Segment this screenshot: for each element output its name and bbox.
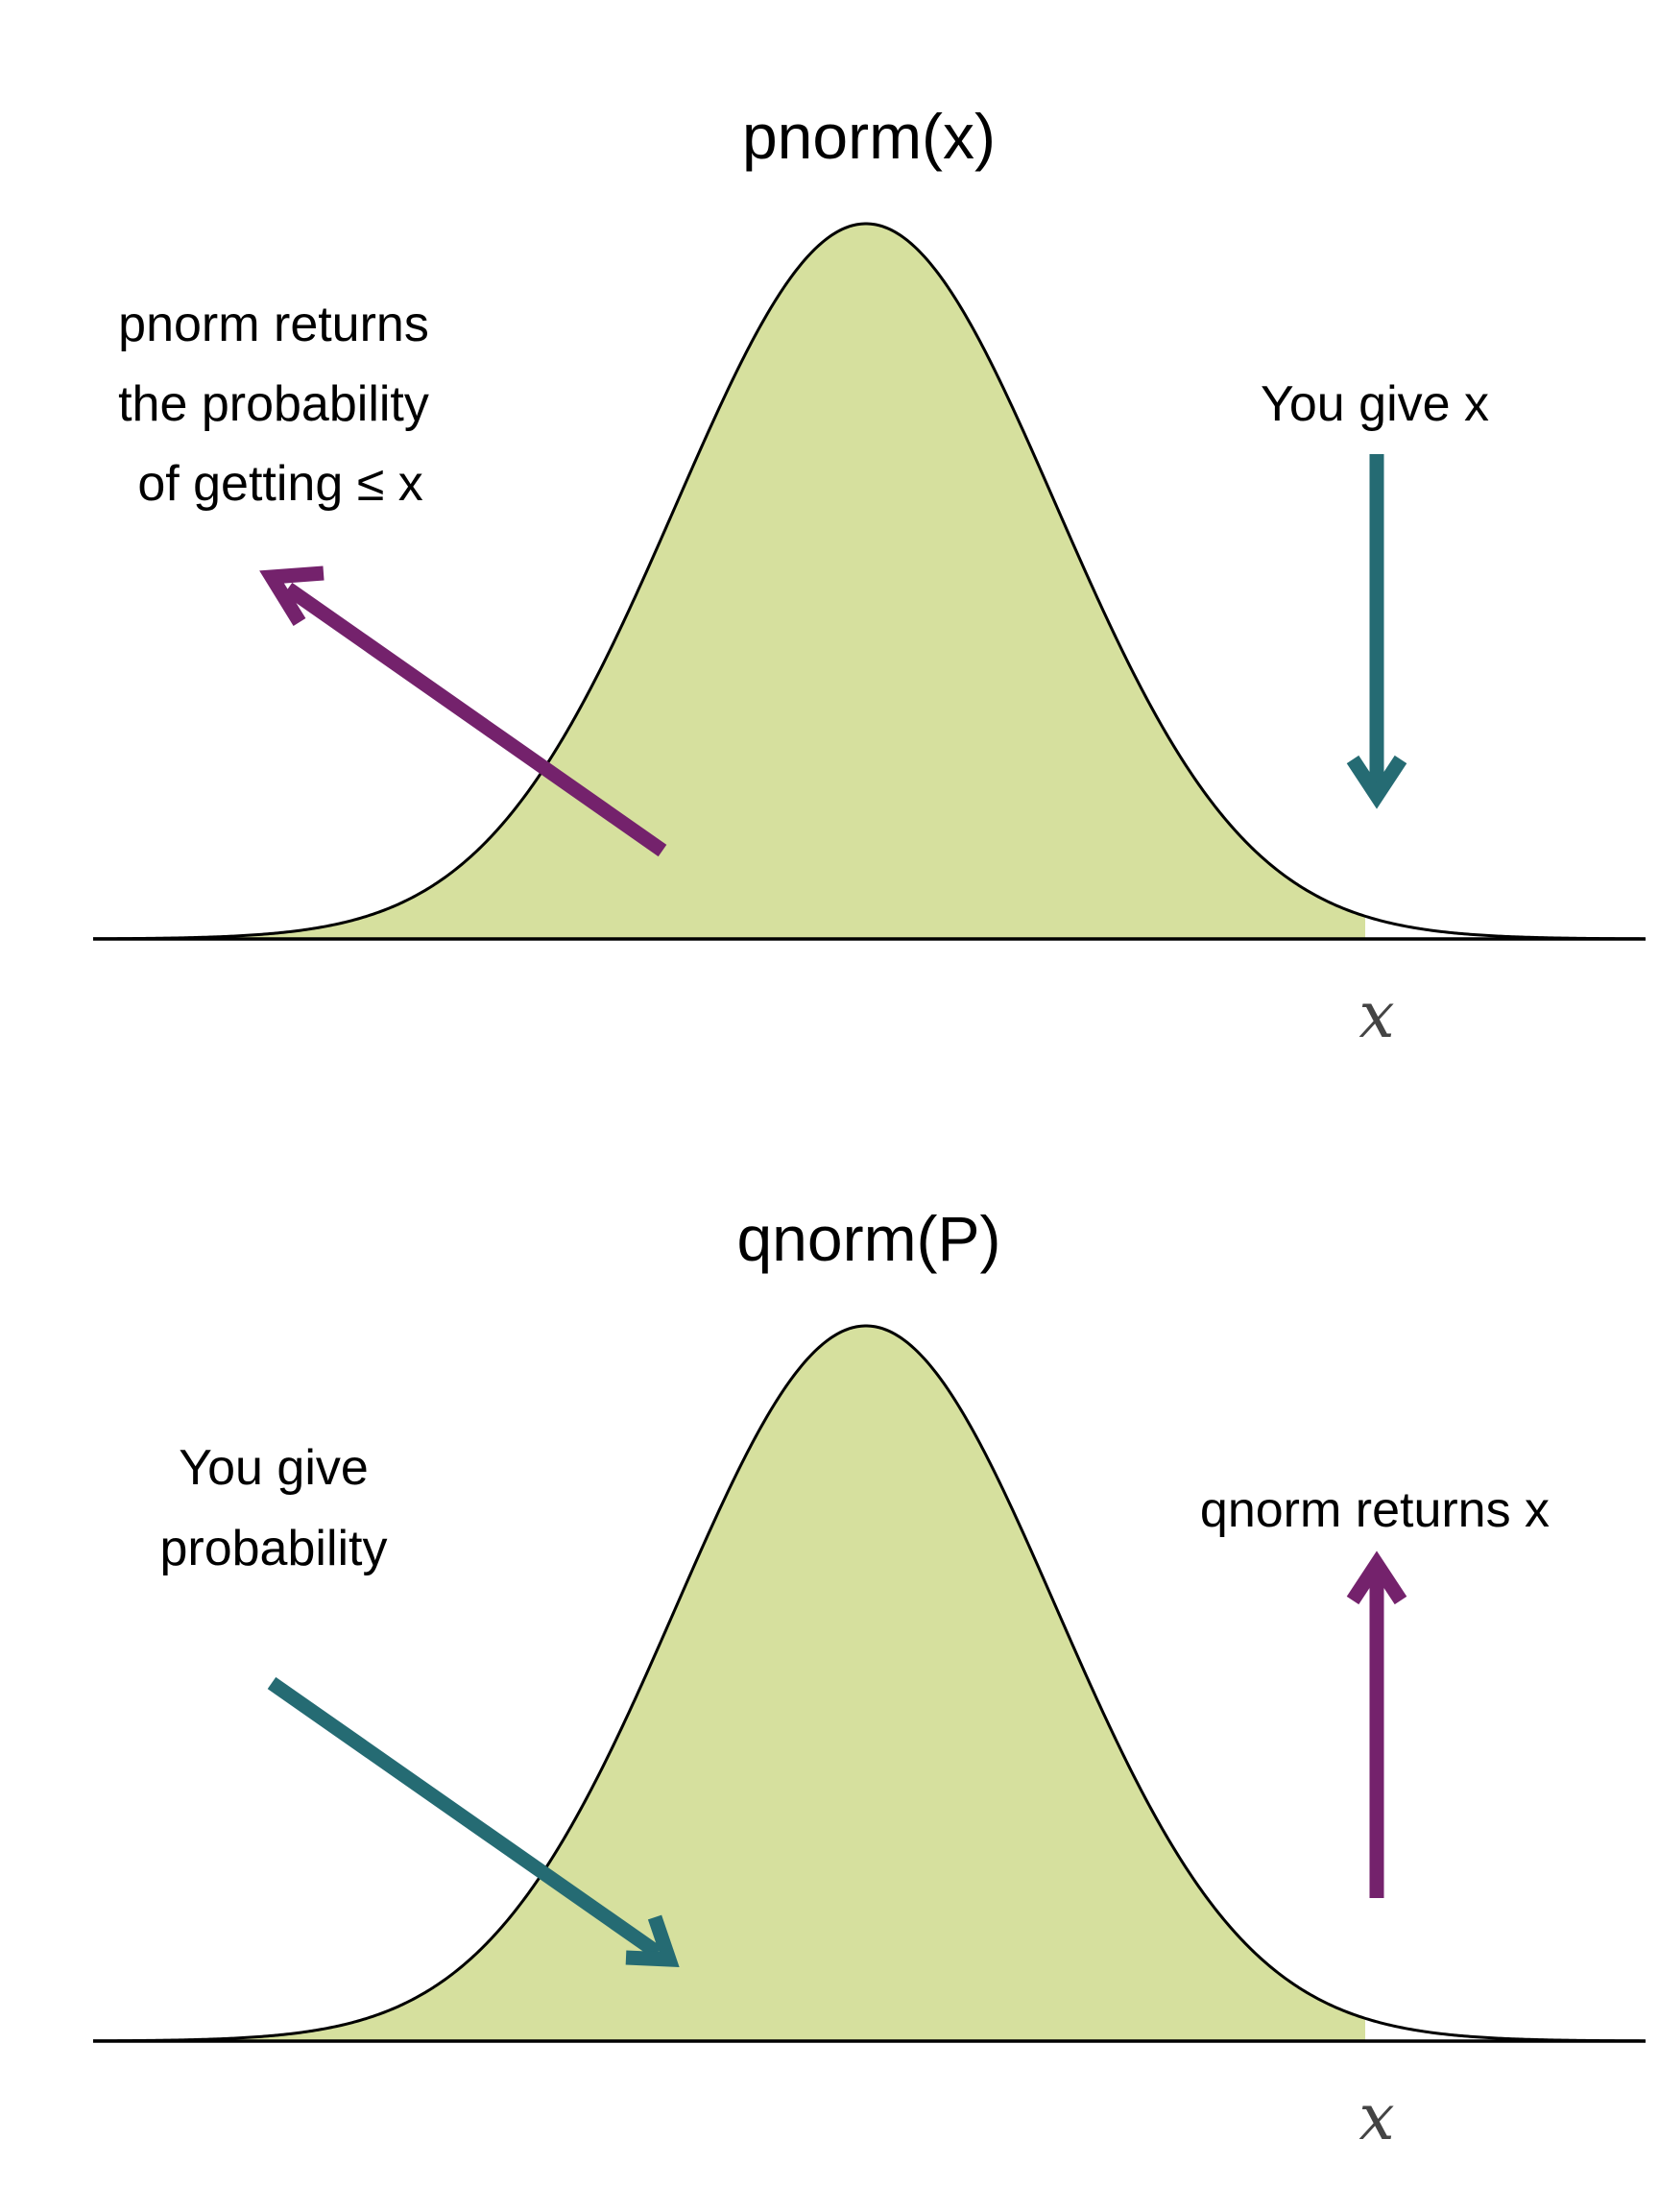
left-annotation-line-1: You give — [179, 1440, 369, 1496]
left-annotation-line-1: pnorm returns — [118, 297, 429, 352]
give-arrow — [267, 1676, 680, 1967]
right-annotation: qnorm returns x — [1200, 1482, 1550, 1538]
left-annotation-line-2: the probability — [118, 376, 429, 432]
normal-curve — [92, 1324, 1646, 2043]
give-arrow — [1346, 454, 1407, 809]
x-axis-label: x — [1358, 2080, 1394, 2154]
returns-arrow — [259, 565, 667, 857]
shaded-area — [93, 1326, 1365, 2041]
panel-title: qnorm(P) — [736, 1203, 1000, 1274]
right-annotation: You give x — [1261, 376, 1489, 432]
panel-title: pnorm(x) — [742, 101, 996, 172]
qnorm-panel: qnorm(P) You give probability qnorm retu… — [92, 1203, 1646, 2154]
pnorm-panel: pnorm(x) pnorm returns the probability o… — [92, 101, 1646, 1052]
left-annotation-line-2: probability — [159, 1521, 387, 1576]
returns-arrow — [1346, 1551, 1407, 1898]
shaded-area — [93, 224, 1365, 939]
normal-curve — [92, 222, 1646, 941]
left-annotation-line-3: of getting ≤ x — [137, 456, 422, 512]
x-axis-label: x — [1358, 978, 1394, 1052]
